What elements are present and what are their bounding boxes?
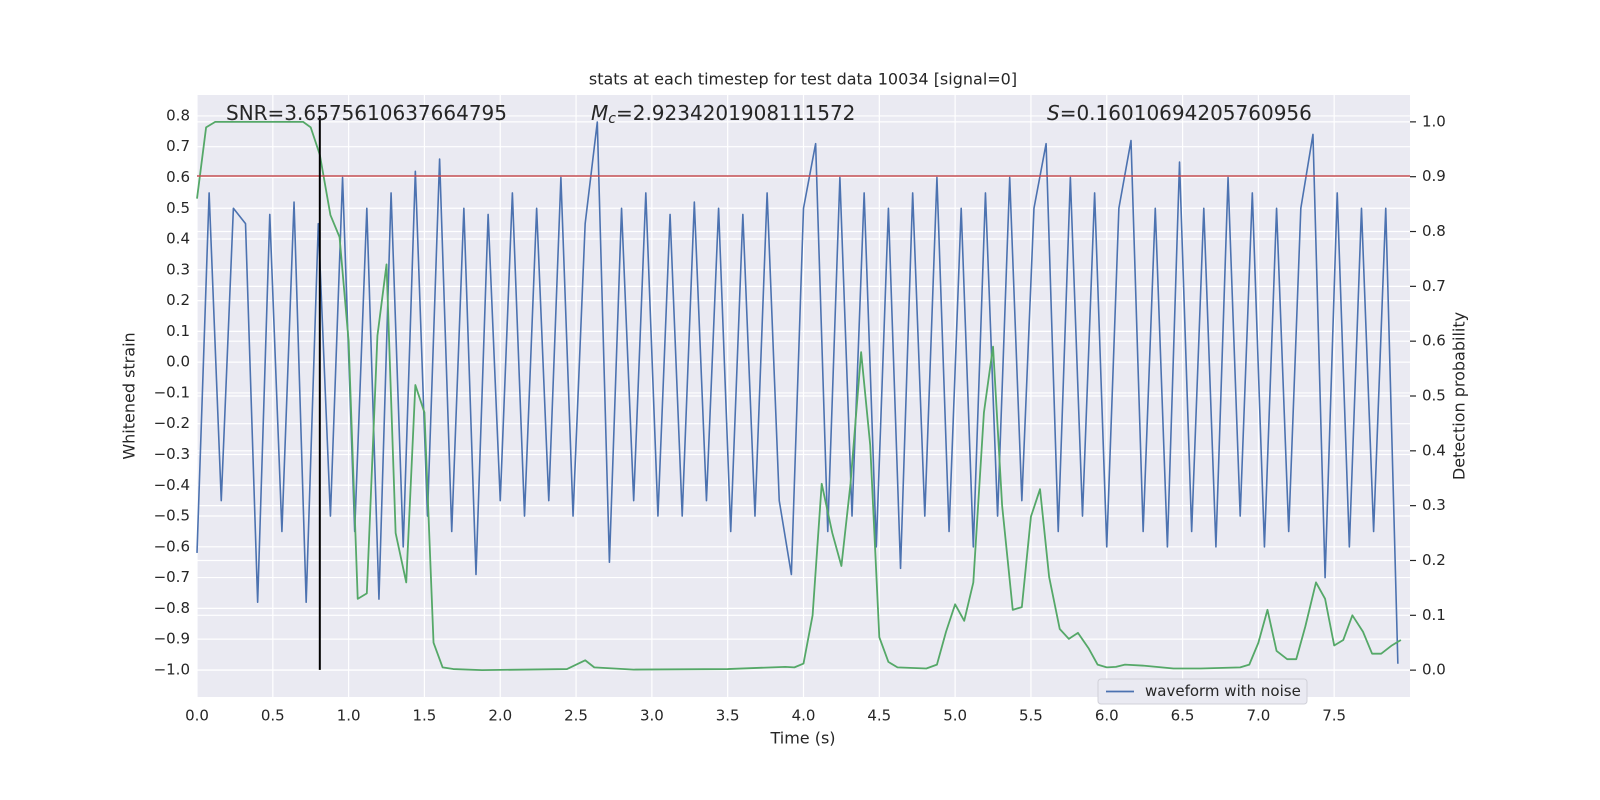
y2-tick-label: 0.4 bbox=[1422, 441, 1446, 459]
x-tick-label: 7.5 bbox=[1322, 707, 1346, 725]
marks bbox=[196, 115, 1410, 672]
x-tick-label: 1.0 bbox=[337, 707, 361, 725]
x-tick-label: 3.5 bbox=[716, 707, 740, 725]
annotation-symbol: S bbox=[1047, 101, 1060, 125]
x-tick-label: 6.0 bbox=[1095, 707, 1119, 725]
x-tick-label: 0.5 bbox=[261, 707, 285, 725]
x-tick-label: 2.5 bbox=[564, 707, 588, 725]
annotation-text: SNR=3.6575610637664795 bbox=[226, 101, 507, 125]
y-tick-label: 0.4 bbox=[166, 230, 190, 248]
legend-label: waveform with noise bbox=[1145, 682, 1301, 700]
y-tick-label: −0.8 bbox=[154, 599, 190, 617]
series-line bbox=[196, 120, 1402, 672]
y-tick-label: −0.5 bbox=[154, 507, 190, 525]
annotation: Mc=2.9234201908111572 bbox=[591, 101, 855, 128]
y2-tick-label: 0.8 bbox=[1422, 222, 1446, 240]
y-tick-label: 0.7 bbox=[166, 137, 190, 155]
y2-tick-label: 0.0 bbox=[1422, 661, 1446, 679]
y2-axis-label: Detection probability bbox=[1450, 312, 1469, 480]
y-tick-label: 0.8 bbox=[166, 106, 190, 124]
y-tick-label: −0.4 bbox=[154, 476, 190, 494]
legend-box bbox=[1097, 678, 1308, 705]
x-tick-label: 5.0 bbox=[943, 707, 967, 725]
chart-title: stats at each timestep for test data 100… bbox=[589, 70, 1017, 89]
annotation: SNR=3.6575610637664795 bbox=[226, 101, 507, 125]
x-tick-label: 3.0 bbox=[640, 707, 664, 725]
y-tick-label: 0.1 bbox=[166, 322, 190, 340]
y2-tick-label: 0.5 bbox=[1422, 387, 1446, 405]
annotation-subscript: c bbox=[608, 111, 616, 127]
x-tick-label: 5.5 bbox=[1019, 707, 1043, 725]
y-tick-label: 0.2 bbox=[166, 291, 190, 309]
y-tick-label: −0.7 bbox=[154, 568, 190, 586]
y-tick-label: 0.6 bbox=[166, 168, 190, 186]
y2-tick-label: 0.1 bbox=[1422, 606, 1446, 624]
x-tick-label: 7.0 bbox=[1246, 707, 1270, 725]
series-line bbox=[196, 121, 1399, 664]
annotation: S=0.16010694205760956 bbox=[1047, 101, 1312, 125]
y-tick-label: 0.3 bbox=[166, 260, 190, 278]
y2-tick-label: 0.2 bbox=[1422, 551, 1446, 569]
annotation-symbol: M bbox=[591, 101, 608, 125]
y-tick-label: 0.5 bbox=[166, 199, 190, 217]
y2-tick-label: 0.6 bbox=[1422, 332, 1446, 350]
y-tick-label: −0.6 bbox=[154, 537, 190, 555]
y-tick-label: −0.2 bbox=[154, 414, 190, 432]
x-tick-label: 4.0 bbox=[792, 707, 816, 725]
grid bbox=[196, 95, 1410, 697]
y2-tick-label: 0.7 bbox=[1422, 277, 1446, 295]
x-tick-label: 4.5 bbox=[867, 707, 891, 725]
x-tick-label: 6.5 bbox=[1171, 707, 1195, 725]
y-tick-label: −1.0 bbox=[154, 660, 190, 678]
x-tick-label: 2.0 bbox=[488, 707, 512, 725]
x-tick-label: 1.5 bbox=[413, 707, 437, 725]
y2-tick-label: 0.3 bbox=[1422, 496, 1446, 514]
y-tick-label: 0.0 bbox=[166, 353, 190, 371]
y2-tick-label: 0.9 bbox=[1422, 167, 1446, 185]
y2-tick-label: 1.0 bbox=[1422, 112, 1446, 130]
labels: 0.0 0.5 1.0 1.5 2.0 2.5 3.0 3.5 4.0 4.5 5.0 5.5 6.0 6… bbox=[154, 101, 1446, 725]
y-tick-label: −0.3 bbox=[154, 445, 190, 463]
annotation-text: =0.16010694205760956 bbox=[1060, 101, 1312, 125]
y-tick-label: −0.1 bbox=[154, 383, 190, 401]
y-tick-label: −0.9 bbox=[154, 630, 190, 648]
x-tick-label: 0.0 bbox=[185, 707, 209, 725]
annotation-text: =2.9234201908111572 bbox=[616, 101, 855, 125]
x-axis-label: Time (s) bbox=[769, 729, 835, 748]
y-axis-label: Whitened strain bbox=[120, 332, 139, 459]
